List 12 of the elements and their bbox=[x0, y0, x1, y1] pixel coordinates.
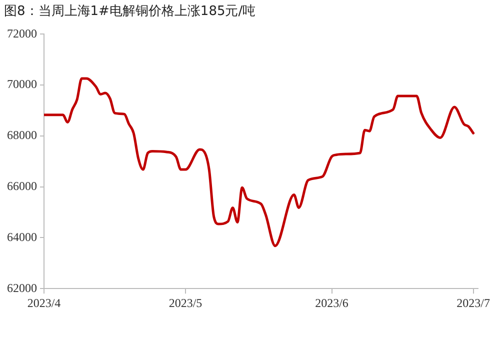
y-tick-label: 64000 bbox=[7, 230, 37, 244]
chart-title: 图8：当周上海1#电解铜价格上涨185元/吨 bbox=[4, 3, 256, 20]
x-tick-label: 2023/4 bbox=[27, 296, 61, 310]
y-tick-label: 66000 bbox=[7, 178, 37, 193]
y-tick-label: 62000 bbox=[7, 280, 37, 295]
y-tick-label: 70000 bbox=[7, 77, 37, 92]
y-tick-label: 72000 bbox=[7, 26, 37, 40]
line-series bbox=[44, 77, 475, 248]
x-tick-label: 2023/5 bbox=[168, 296, 202, 310]
x-tick-label: 2023/7 bbox=[456, 296, 490, 310]
y-tick-label: 68000 bbox=[7, 128, 37, 142]
x-tick-label: 2023/6 bbox=[315, 296, 348, 310]
